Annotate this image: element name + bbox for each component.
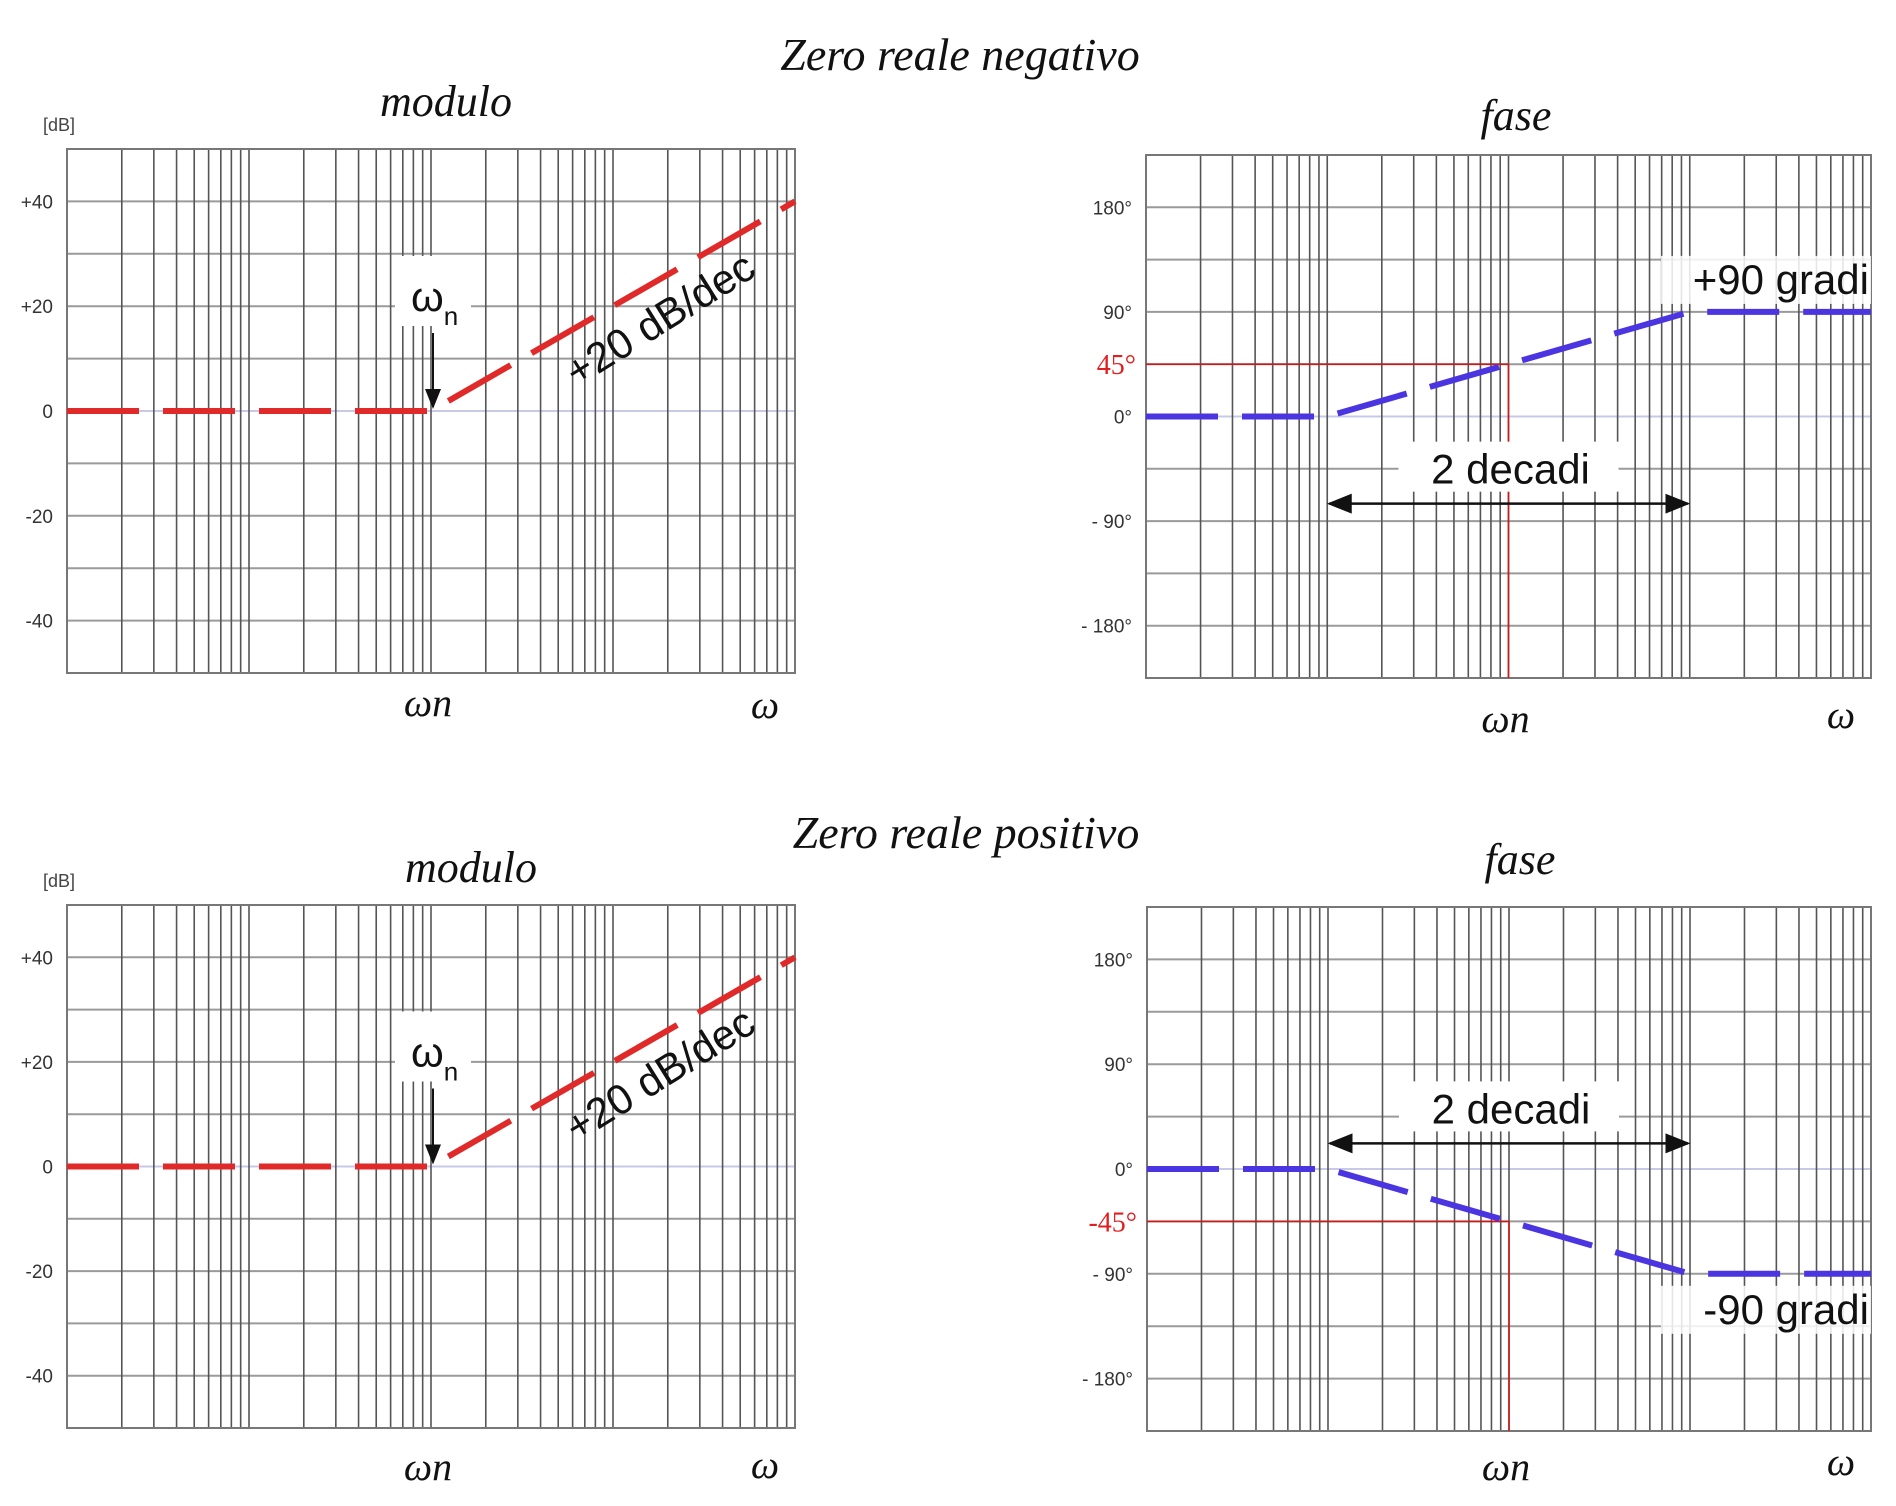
y-tick-label: 180° <box>1093 198 1132 219</box>
chart-title: fase <box>1485 835 1556 884</box>
omega-subscript: n <box>444 301 458 331</box>
y-tick-label: +20 <box>21 297 53 318</box>
y-tick-label: +40 <box>21 192 53 213</box>
chart-2-fase: 180° 90° 0° - 90° - 180° fase ω ωn 45° 2 decadi +9… <box>1081 91 1872 741</box>
omega-n-annotation: ωn <box>411 273 458 331</box>
y-tick-label: - 90° <box>1093 1265 1133 1286</box>
y-tick-label: 0 <box>42 1158 53 1179</box>
omega-n-annotation: ωn <box>411 1029 458 1087</box>
final-label-bg <box>1661 255 1871 304</box>
y-tick-label: +40 <box>21 948 53 969</box>
omega-symbol: ω <box>411 1029 444 1076</box>
y-tick-label: 0° <box>1115 1160 1133 1181</box>
y-tick-label: -40 <box>26 1367 53 1388</box>
omega-n-label-bg <box>395 1011 471 1082</box>
chart-title: modulo <box>405 843 537 892</box>
span-label: 2 decadi <box>1431 446 1590 493</box>
y-tick-label: 0 <box>42 402 53 423</box>
heading-negative-zero: Zero reale negativo <box>780 29 1139 80</box>
y-tick-label: - 180° <box>1082 1370 1133 1391</box>
y-axis-unit: [dB] <box>43 871 75 891</box>
y-tick-label: -20 <box>26 1262 53 1283</box>
x-marker-omega-n: ωn <box>1481 696 1529 741</box>
y-axis-unit: [dB] <box>43 115 75 135</box>
span-label-bg <box>1399 1081 1619 1132</box>
chart-title: fase <box>1481 91 1552 140</box>
reference-label: -45° <box>1088 1207 1137 1238</box>
omega-subscript: n <box>444 1057 458 1087</box>
x-axis-label: ω <box>751 1442 779 1487</box>
omega-n-label-bg <box>395 256 471 326</box>
y-tick-label: -20 <box>26 507 53 528</box>
y-tick-label: - 90° <box>1092 512 1132 533</box>
final-phase-label: -90 gradi <box>1703 1286 1869 1333</box>
chart-4-fase: 180° 90° 0° - 90° - 180° fase ω ωn -45° 2 decadi -… <box>1082 835 1872 1489</box>
y-tick-label: - 180° <box>1081 617 1132 638</box>
final-label-bg <box>1661 1285 1871 1334</box>
omega-symbol: ω <box>411 273 444 320</box>
final-phase-label: +90 gradi <box>1693 256 1869 303</box>
series-asymptote <box>67 954 797 1170</box>
x-axis-label: ω <box>751 682 779 727</box>
reference-label: 45° <box>1097 350 1136 381</box>
y-tick-label: 90° <box>1103 303 1132 324</box>
x-marker-omega-n: ωn <box>404 680 452 725</box>
x-marker-omega-n: ωn <box>404 1444 452 1489</box>
y-tick-label: 180° <box>1094 950 1133 971</box>
series-asymptote <box>67 198 797 414</box>
x-axis-label: ω <box>1827 692 1855 737</box>
span-label: 2 decadi <box>1432 1085 1591 1132</box>
span-label-bg <box>1398 441 1619 492</box>
chart-title: modulo <box>380 77 512 126</box>
heading-positive-zero: Zero reale positivo <box>793 807 1140 858</box>
x-marker-omega-n: ωn <box>1482 1444 1530 1489</box>
y-tick-label: -40 <box>26 612 53 633</box>
y-tick-label: 0° <box>1114 408 1132 429</box>
y-tick-label: +20 <box>21 1053 53 1074</box>
y-tick-label: 90° <box>1104 1055 1133 1076</box>
x-axis-label: ω <box>1827 1439 1855 1484</box>
